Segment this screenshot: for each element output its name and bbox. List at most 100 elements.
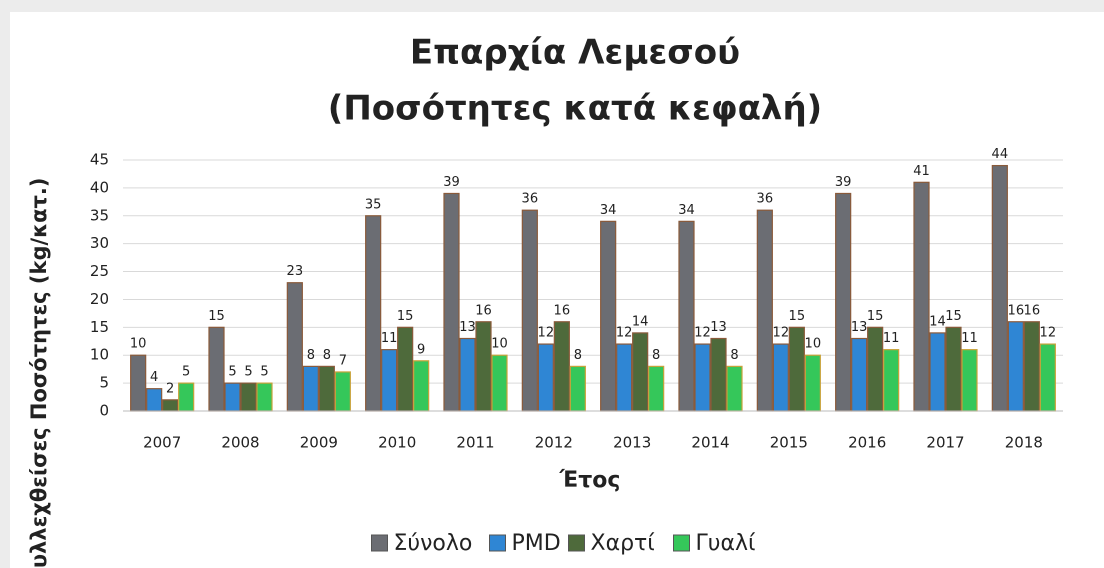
x-tick-label: 2014 <box>691 434 729 452</box>
x-tick-label: 2018 <box>1005 434 1043 452</box>
legend-label: PMD <box>512 531 561 556</box>
bar <box>616 343 633 412</box>
value-label: 12 <box>773 326 790 341</box>
value-label: 12 <box>694 326 711 341</box>
bar <box>788 326 805 412</box>
bar <box>256 382 273 412</box>
value-label: 10 <box>805 337 822 352</box>
bar <box>961 349 978 412</box>
value-label: 10 <box>491 337 508 352</box>
value-label: 8 <box>574 348 582 363</box>
value-label: 23 <box>287 264 304 279</box>
bar <box>162 399 179 412</box>
x-tick-label: 2015 <box>770 434 808 452</box>
value-label: 14 <box>929 314 946 329</box>
legend-label: Σύνολο <box>394 531 473 556</box>
legend-label: Χαρτί <box>591 531 656 556</box>
x-axis-label: Έτος <box>559 468 621 493</box>
y-tick-label: 15 <box>90 318 109 336</box>
y-tick-label: 0 <box>99 402 109 420</box>
value-label: 15 <box>397 309 414 324</box>
bar <box>1023 321 1040 412</box>
value-label: 8 <box>307 348 315 363</box>
value-label: 12 <box>538 326 555 341</box>
x-tick-label: 2007 <box>143 434 181 452</box>
value-label: 39 <box>835 175 852 190</box>
value-label: 12 <box>616 326 633 341</box>
bar <box>804 354 821 412</box>
legend-swatch <box>371 534 388 552</box>
value-label: 16 <box>1024 303 1041 318</box>
y-tick-label: 25 <box>90 262 109 280</box>
bar <box>178 382 195 412</box>
y-tick-label: 45 <box>90 151 109 169</box>
y-axis-label: Συλλεχθείσες Ποσότητες (kg/κατ.) <box>27 177 51 568</box>
value-label: 12 <box>1040 326 1057 341</box>
value-label: 35 <box>365 197 382 212</box>
bar <box>146 388 163 412</box>
bar <box>851 337 868 412</box>
value-label: 2 <box>166 381 174 396</box>
bar <box>475 321 492 412</box>
value-label: 44 <box>992 147 1009 162</box>
value-label: 34 <box>678 203 695 218</box>
bar <box>945 326 962 412</box>
value-label: 5 <box>260 365 268 380</box>
bar <box>756 209 773 412</box>
legend-swatch <box>568 534 585 552</box>
bar <box>913 181 930 412</box>
x-tick-label: 2008 <box>221 434 259 452</box>
bar <box>1039 343 1056 412</box>
value-label: 34 <box>600 203 617 218</box>
value-label: 36 <box>522 192 539 207</box>
bar <box>835 192 852 412</box>
value-label: 16 <box>1008 303 1025 318</box>
bar <box>991 164 1008 412</box>
bar <box>648 365 665 412</box>
bar <box>130 354 147 412</box>
x-tick-label: 2009 <box>300 434 338 452</box>
bar <box>286 282 303 412</box>
bar <box>883 349 900 412</box>
bar <box>491 354 508 412</box>
bar <box>413 360 430 412</box>
value-label: 15 <box>945 309 962 324</box>
value-label: 7 <box>339 353 347 368</box>
bar <box>678 220 695 412</box>
bar <box>443 192 460 412</box>
bar <box>397 326 414 412</box>
y-tick-label: 20 <box>90 290 109 308</box>
bar <box>240 382 257 412</box>
legend-swatch <box>673 534 690 552</box>
value-label: 13 <box>851 320 868 335</box>
x-tick-label: 2017 <box>926 434 964 452</box>
bar <box>459 337 476 412</box>
x-tick-label: 2011 <box>456 434 494 452</box>
bar <box>553 321 570 412</box>
value-label: 14 <box>632 314 649 329</box>
value-label: 11 <box>883 331 900 346</box>
value-label: 8 <box>323 348 331 363</box>
value-label: 15 <box>789 309 806 324</box>
bar <box>318 365 335 412</box>
chart-title: Επαρχία Λεμεσού <box>410 33 740 73</box>
value-label: 16 <box>554 303 571 318</box>
y-tick-label: 10 <box>90 346 109 364</box>
value-label: 13 <box>710 320 727 335</box>
y-tick-label: 35 <box>90 206 109 224</box>
y-tick-label: 40 <box>90 178 109 196</box>
bar <box>600 220 617 412</box>
x-tick-label: 2012 <box>535 434 573 452</box>
bar <box>632 332 649 412</box>
x-tick-label: 2010 <box>378 434 416 452</box>
legend-swatch <box>489 534 506 552</box>
value-label: 5 <box>182 365 190 380</box>
value-label: 9 <box>417 342 425 357</box>
bar <box>381 349 398 412</box>
bar <box>334 371 351 412</box>
value-label: 41 <box>913 164 930 179</box>
value-label: 5 <box>244 365 252 380</box>
value-label: 8 <box>652 348 660 363</box>
